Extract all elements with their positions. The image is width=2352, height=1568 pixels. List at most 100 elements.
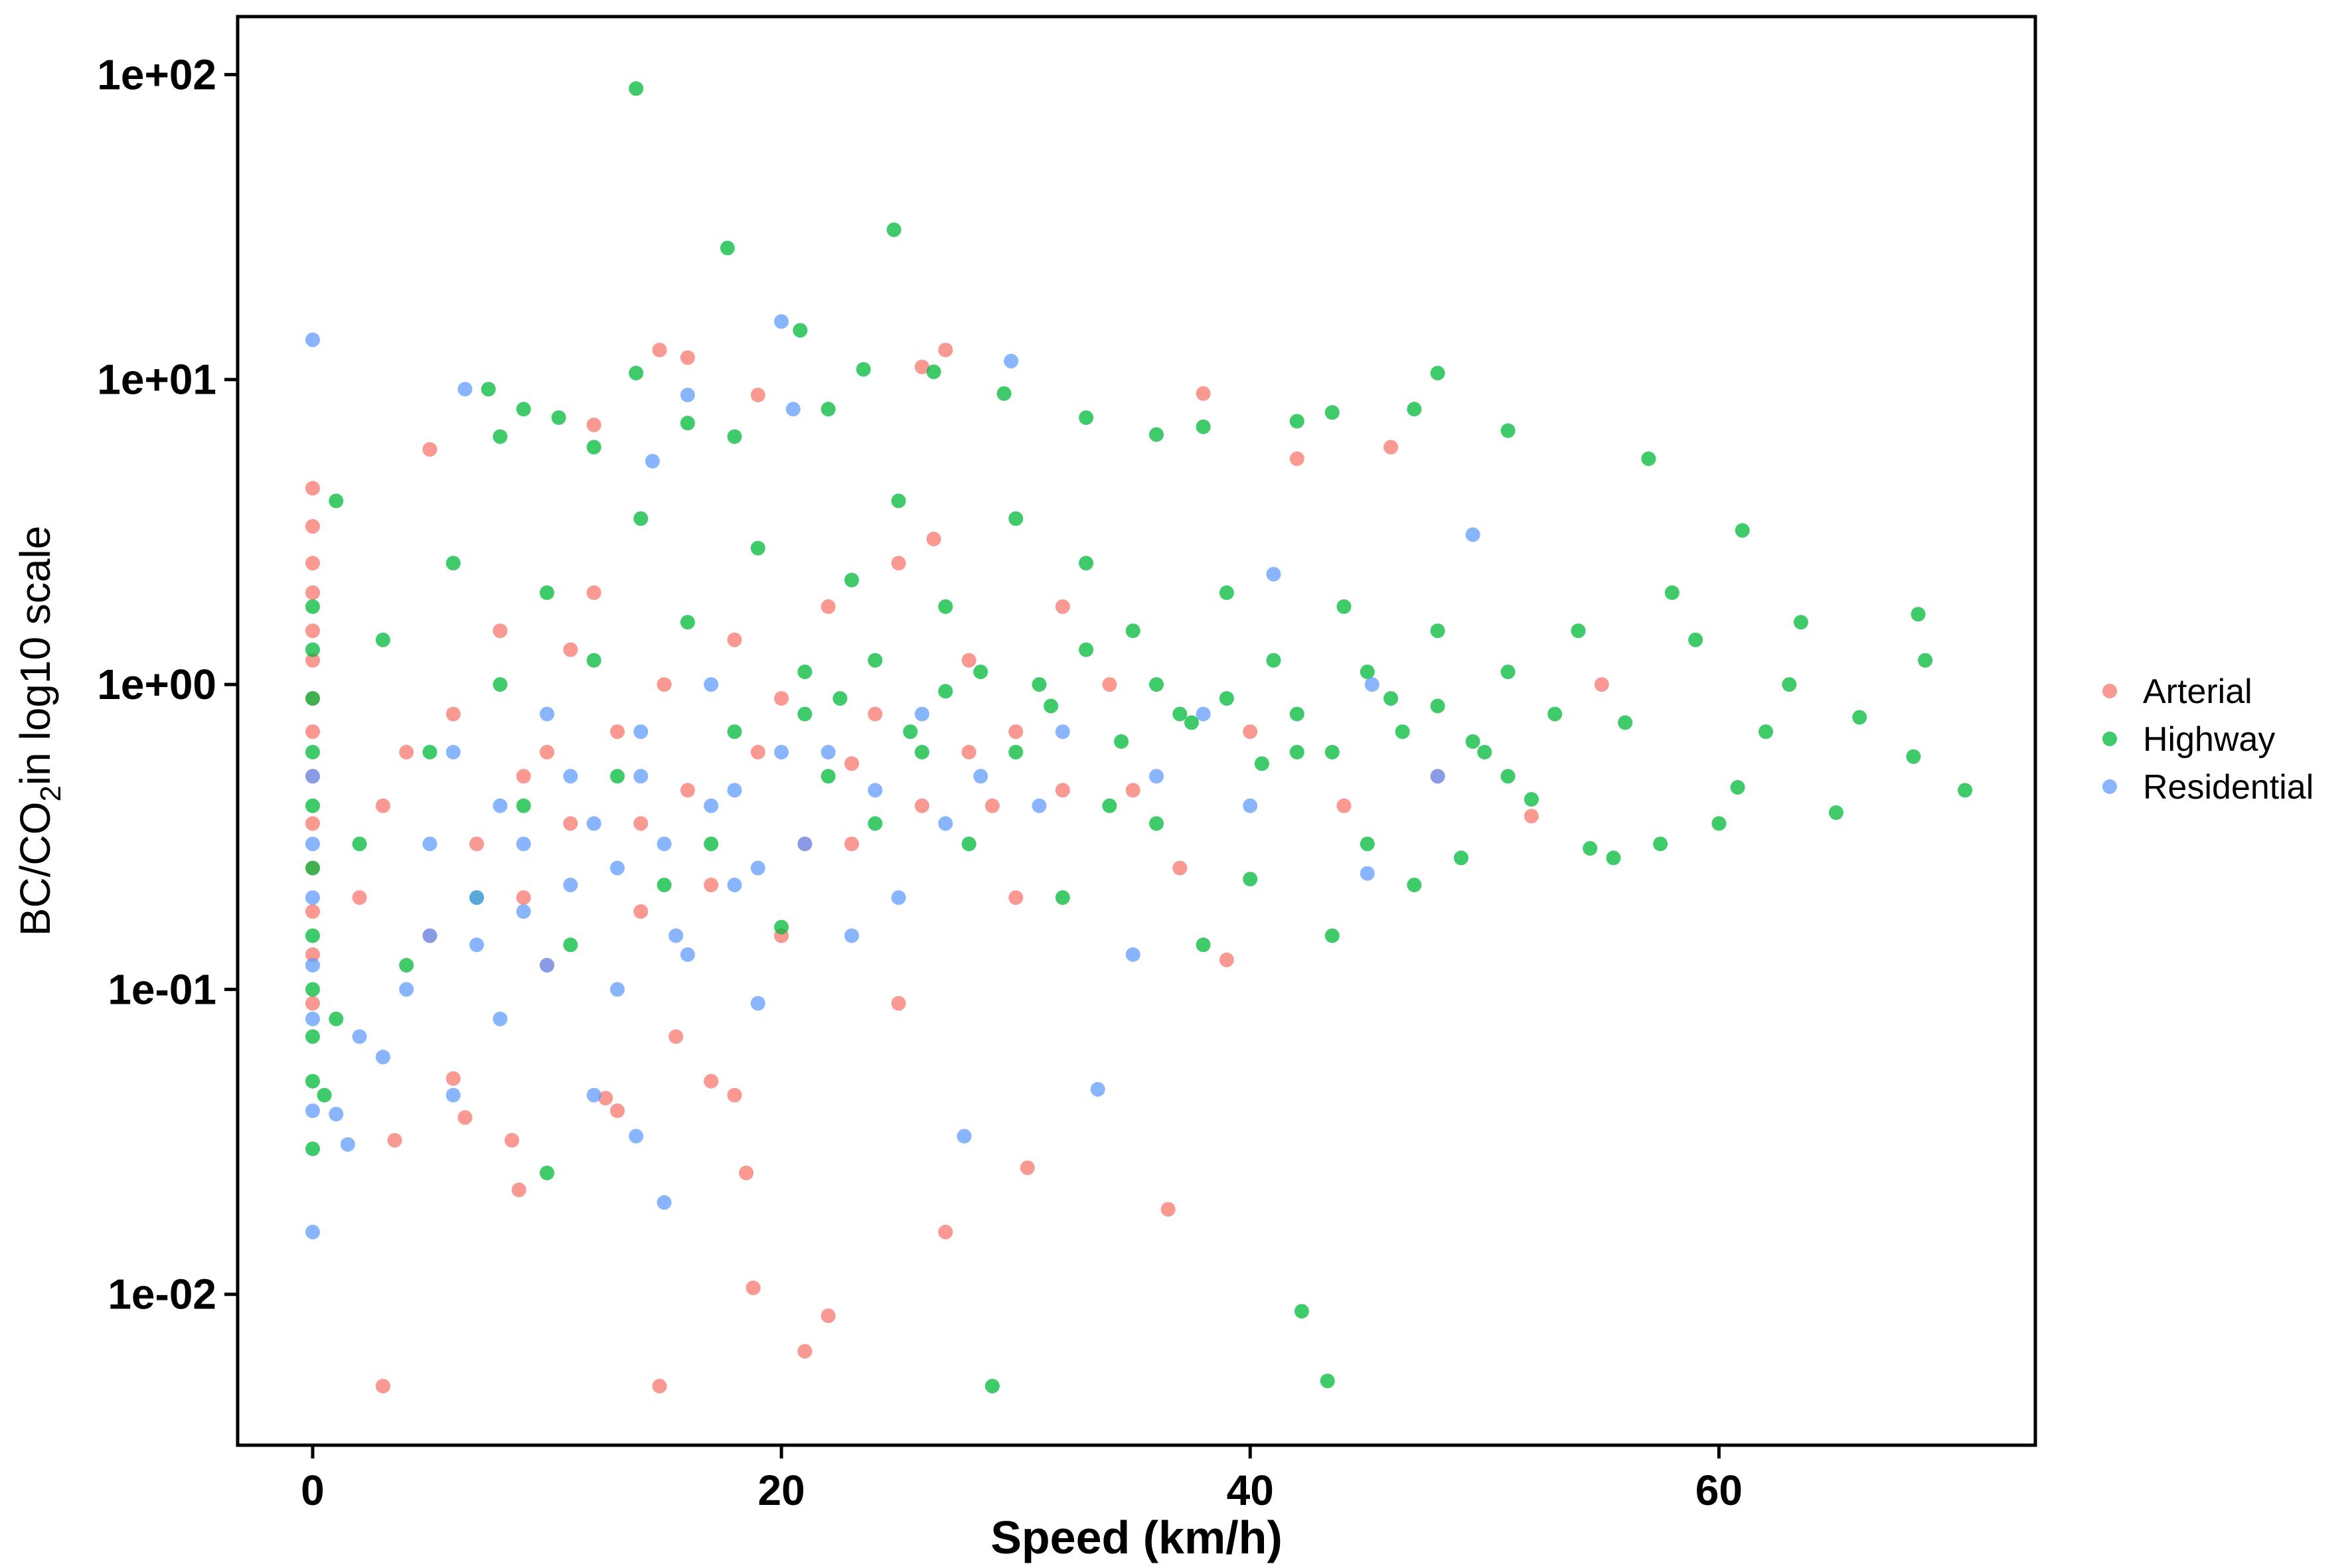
highway-point-78 xyxy=(797,665,813,680)
arterial-point-30 xyxy=(668,1029,684,1044)
residential-point-46 xyxy=(1090,1082,1105,1097)
arterial-point-18 xyxy=(457,1110,473,1125)
residential-point-18 xyxy=(516,836,531,852)
highway-point-38 xyxy=(1664,585,1680,600)
residential-point-32 xyxy=(774,314,789,329)
residential-point-13 xyxy=(422,928,437,943)
arterial-point-4 xyxy=(305,623,320,639)
arterial-point-35 xyxy=(745,1281,761,1295)
residential-point-53 xyxy=(1364,677,1379,692)
arterial-point-2 xyxy=(305,556,320,571)
highway-point-29 xyxy=(1958,783,1973,798)
highway-point-123 xyxy=(1149,677,1164,692)
residential-point-68 xyxy=(704,677,719,692)
arterial-point-24 xyxy=(586,418,601,433)
highway-point-41 xyxy=(1606,850,1621,866)
arterial-point-68 xyxy=(469,836,485,852)
residential-point-47 xyxy=(1125,947,1140,962)
arterial-point-59 xyxy=(1383,439,1399,455)
highway-point-91 xyxy=(516,798,531,813)
arterial-point-63 xyxy=(352,890,367,905)
y-tick-label-1e-01: 1e-01 xyxy=(108,965,216,1013)
arterial-point-49 xyxy=(1020,1160,1035,1176)
highway-point-57 xyxy=(1289,745,1304,759)
arterial-point-32 xyxy=(704,1073,719,1089)
highway-point-82 xyxy=(704,836,719,852)
highway-point-96 xyxy=(399,958,414,973)
residential-point-49 xyxy=(1196,706,1211,722)
residential-point-7 xyxy=(305,769,320,784)
highway-point-63 xyxy=(1149,816,1164,831)
residential-point-22 xyxy=(610,860,625,876)
residential-point-35 xyxy=(821,745,836,759)
y-axis-title-sub: 2 xyxy=(35,785,67,801)
highway-point-85 xyxy=(633,511,649,526)
highway-point-64 xyxy=(1125,623,1140,639)
highway-point-5 xyxy=(481,382,496,397)
residential-point-1 xyxy=(305,1224,320,1239)
arterial-point-33 xyxy=(727,1087,742,1103)
highway-point-61 xyxy=(1196,937,1211,953)
highway-point-49 xyxy=(1430,623,1445,639)
arterial-point-11 xyxy=(305,904,320,919)
highway-point-30 xyxy=(1906,749,1921,764)
arterial-point-43 xyxy=(926,531,941,546)
highway-point-84 xyxy=(657,878,672,893)
highway-point-19 xyxy=(1289,414,1304,429)
legend-key-highway xyxy=(2102,732,2117,746)
highway-point-71 xyxy=(961,836,977,852)
highway-point-39 xyxy=(1653,836,1668,852)
residential-point-19 xyxy=(540,958,554,973)
highway-point-120 xyxy=(1044,698,1059,714)
residential-point-12 xyxy=(399,982,414,997)
residential-point-64 xyxy=(610,982,625,997)
highway-point-116 xyxy=(903,724,918,740)
residential-point-16 xyxy=(469,890,485,905)
highway-point-99 xyxy=(329,1011,344,1026)
highway-point-28 xyxy=(1918,653,1933,668)
residential-point-61 xyxy=(540,706,554,722)
residential-point-63 xyxy=(586,816,601,831)
residential-point-11 xyxy=(375,1050,390,1065)
arterial-point-26 xyxy=(610,1103,625,1119)
highway-point-54 xyxy=(1324,928,1340,943)
arterial-point-17 xyxy=(445,1071,461,1086)
plot-panel xyxy=(236,15,2037,1447)
arterial-point-16 xyxy=(422,442,437,457)
highway-point-79 xyxy=(774,919,789,935)
highway-point-133 xyxy=(1500,769,1516,784)
arterial-point-70 xyxy=(516,769,531,784)
residential-point-23 xyxy=(629,1129,644,1144)
highway-point-55 xyxy=(1294,1304,1309,1319)
x-tick-label-60: 60 xyxy=(1695,1466,1743,1514)
arterial-point-27 xyxy=(633,816,649,831)
arterial-point-15 xyxy=(387,1133,402,1148)
highway-point-36 xyxy=(1711,816,1727,831)
arterial-point-72 xyxy=(563,816,578,831)
highway-point-13 xyxy=(856,362,871,377)
residential-point-41 xyxy=(957,1129,972,1144)
x-axis: 0 20 40 60 xyxy=(301,1445,1743,1514)
highway-point-103 xyxy=(305,1029,320,1044)
highway-point-37 xyxy=(1688,632,1703,647)
legend-key-arterial xyxy=(2102,684,2117,698)
x-axis-title: Speed (km/h) xyxy=(990,1512,1283,1563)
highway-point-109 xyxy=(305,691,320,706)
highway-point-129 xyxy=(1360,665,1375,680)
residential-point-10 xyxy=(352,1029,367,1044)
residential-point-9 xyxy=(340,1137,355,1152)
highway-point-52 xyxy=(1360,836,1375,852)
highway-point-2 xyxy=(886,222,902,238)
highway-point-115 xyxy=(868,653,883,668)
highway-point-127 xyxy=(1289,706,1304,722)
highway-point-53 xyxy=(1336,599,1352,614)
highway-point-56 xyxy=(1320,1373,1335,1389)
residential-point-37 xyxy=(868,783,883,798)
y-axis-title-pre: BC/CO xyxy=(11,802,59,937)
residential-point-29 xyxy=(704,798,719,813)
highway-point-0 xyxy=(629,81,644,96)
highway-point-32 xyxy=(1828,805,1843,821)
arterial-point-67 xyxy=(445,706,461,722)
residential-point-45 xyxy=(1055,724,1070,740)
highway-point-10 xyxy=(680,416,695,431)
